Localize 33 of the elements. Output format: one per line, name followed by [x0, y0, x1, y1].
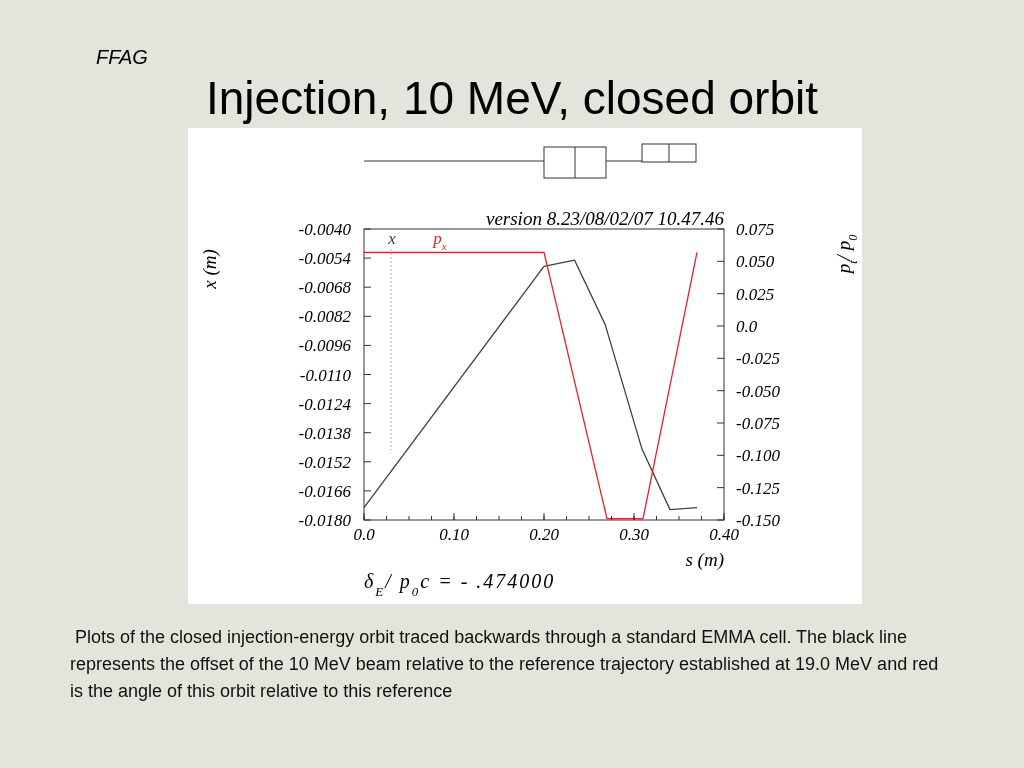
x-tick-label: 0.30: [619, 525, 650, 544]
y-tick-label: -0.0110: [299, 365, 352, 385]
chart-title: Injection, 10 MeV, closed orbit: [206, 72, 819, 124]
text: Plots of the closed injection-energy orbit traced backwards through a standard EMMA cell. The black line represents the offset of the 10 MeV beam relative to the reference trajectory established at 19.0 MeV and red is the angle of this orbit relative to this reference: [70, 626, 940, 703]
y2-tick-label: 0.025: [736, 284, 775, 304]
x-tick-label: 0.0: [353, 525, 376, 544]
x-tick-label: 0.20: [529, 525, 560, 544]
y-tick-label: -0.0096: [298, 336, 352, 356]
y-tick-label: -0.0068: [298, 278, 352, 298]
annotation: version 8.23/08/02/07 10.47.46: [485, 208, 725, 229]
y-tick-label: -0.0040: [298, 220, 352, 239]
y-tick-label: -0.0138: [298, 423, 352, 443]
x-tick-label: 0.10: [439, 525, 470, 544]
y2-tick-label: 0.0: [736, 317, 758, 336]
y-tick-label: -0.0180: [298, 511, 352, 530]
x-axis-title: s (m): [685, 549, 724, 571]
y2-tick-label: -0.050: [736, 381, 781, 401]
y2-tick-label: 0.050: [736, 252, 775, 272]
y-axis-title: x (m): [199, 249, 221, 290]
y2-tick-label: -0.100: [736, 446, 781, 466]
text: δ$_{E}$/ p$_{0}$c = - .474000: [364, 570, 556, 599]
y2-tick-label: 0.075: [736, 220, 775, 239]
y2-tick-label: -0.075: [736, 414, 780, 433]
y2-tick-label: -0.025: [736, 349, 780, 369]
y-tick-label: -0.0124: [298, 394, 352, 414]
text: FFAG: [96, 46, 148, 68]
y-tick-label: -0.0152: [298, 452, 352, 472]
series-label: p$_{x}$: [432, 229, 447, 252]
y-tick-label: -0.0054: [298, 249, 352, 269]
text: x: [387, 229, 397, 248]
y-tick-label: -0.0166: [298, 481, 352, 501]
y-tick-label: -0.0082: [298, 307, 352, 327]
y2-tick-label: -0.125: [736, 478, 780, 498]
